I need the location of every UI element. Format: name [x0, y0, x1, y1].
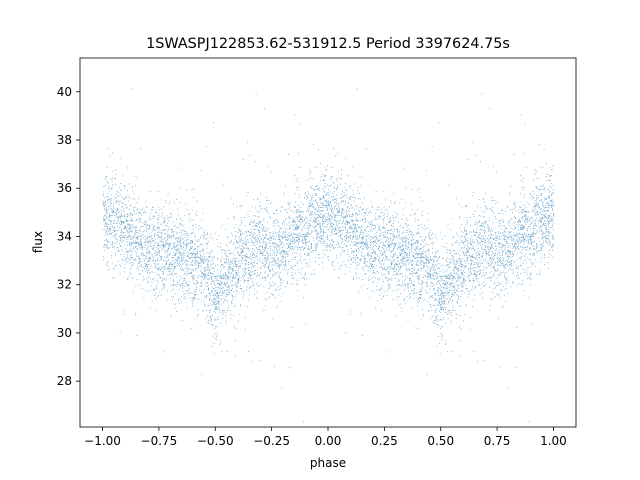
data-points	[102, 88, 555, 423]
x-tick-label: −0.50	[197, 434, 234, 448]
y-axis-label: flux	[31, 231, 45, 253]
x-axis-label: phase	[310, 456, 346, 470]
y-tick-label: 36	[57, 181, 72, 195]
y-tick-label: 32	[57, 278, 72, 292]
x-tick-label: −1.00	[84, 434, 121, 448]
x-tick-label: 0.50	[427, 434, 454, 448]
chart-title: 1SWASPJ122853.62-531912.5 Period 3397624…	[146, 36, 510, 52]
x-tick-label: 1.00	[540, 434, 567, 448]
y-tick-label: 30	[57, 326, 72, 340]
x-tick-label: −0.75	[141, 434, 178, 448]
y-tick-label: 38	[57, 133, 72, 147]
y-axis-ticks: 28 30 32 34 36 38 40	[57, 85, 80, 388]
y-tick-label: 34	[57, 229, 72, 243]
scatter-points	[102, 88, 555, 423]
y-tick-label: 28	[57, 374, 72, 388]
x-tick-label: 0.00	[315, 434, 342, 448]
x-tick-label: 0.75	[484, 434, 511, 448]
x-tick-label: 0.25	[371, 434, 398, 448]
y-tick-label: 40	[57, 85, 72, 99]
x-axis-ticks: −1.00 −0.75 −0.50 −0.25 0.00 0.25 0.50 0.75 1.00	[84, 427, 567, 448]
x-tick-label: −0.25	[253, 434, 290, 448]
plot-area	[80, 58, 576, 427]
